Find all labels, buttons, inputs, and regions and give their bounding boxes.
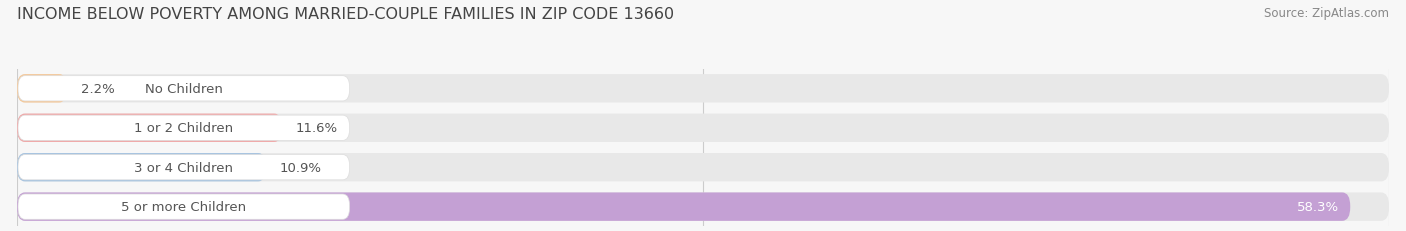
Text: No Children: No Children [145,82,222,95]
FancyBboxPatch shape [17,114,1389,142]
FancyBboxPatch shape [17,153,1389,182]
Text: 3 or 4 Children: 3 or 4 Children [135,161,233,174]
Text: 11.6%: 11.6% [295,122,337,135]
FancyBboxPatch shape [17,193,1389,221]
FancyBboxPatch shape [17,114,283,142]
FancyBboxPatch shape [18,194,350,219]
FancyBboxPatch shape [18,76,350,101]
FancyBboxPatch shape [17,75,67,103]
FancyBboxPatch shape [17,75,1389,103]
FancyBboxPatch shape [17,193,1350,221]
Text: 2.2%: 2.2% [82,82,115,95]
Text: INCOME BELOW POVERTY AMONG MARRIED-COUPLE FAMILIES IN ZIP CODE 13660: INCOME BELOW POVERTY AMONG MARRIED-COUPL… [17,7,673,22]
FancyBboxPatch shape [18,155,350,180]
FancyBboxPatch shape [18,116,350,141]
Text: 10.9%: 10.9% [280,161,322,174]
FancyBboxPatch shape [17,153,266,182]
Text: 1 or 2 Children: 1 or 2 Children [134,122,233,135]
Text: 5 or more Children: 5 or more Children [121,200,246,213]
Text: Source: ZipAtlas.com: Source: ZipAtlas.com [1264,7,1389,20]
Text: 58.3%: 58.3% [1296,200,1339,213]
